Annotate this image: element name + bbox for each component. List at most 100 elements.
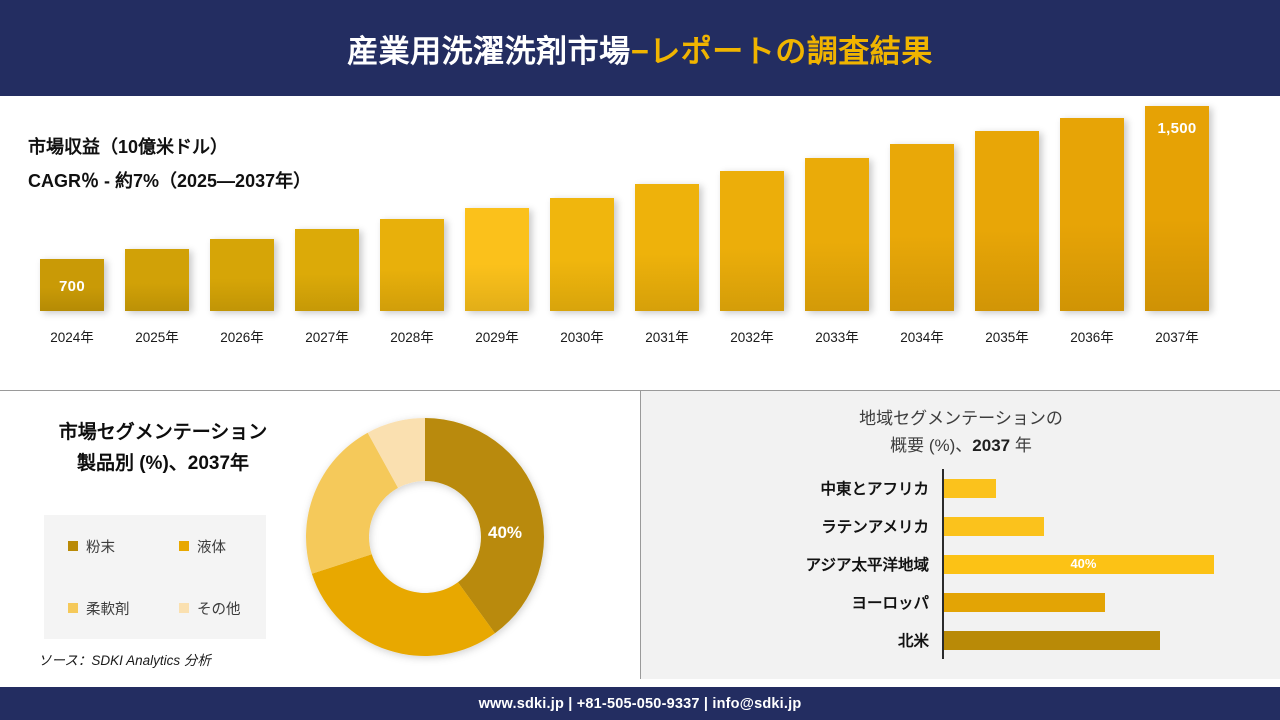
revenue-x-label: 2025年 <box>135 330 179 345</box>
region-row: ラテンアメリカ <box>661 507 1261 545</box>
revenue-x-label: 2029年 <box>475 330 519 345</box>
segmentation-title-line2: 製品別 (%)、2037年 <box>76 453 250 474</box>
revenue-bar-column <box>890 144 954 311</box>
page-title: 産業用洗濯洗剤市場−レポートの調査結果 <box>347 26 933 71</box>
legend-label: 液体 <box>197 539 226 556</box>
donut-slices <box>306 418 545 656</box>
donut-slice[interactable] <box>367 418 425 488</box>
region-row: アジア太平洋地域 40% <box>661 545 1261 583</box>
region-label: ヨーロッパ <box>851 595 929 612</box>
revenue-axis-label: 市場収益（10億米ドル） <box>28 137 229 157</box>
legend-swatch-icon <box>68 541 78 551</box>
revenue-bar <box>125 249 189 311</box>
legend-item[interactable]: その他 <box>155 598 266 619</box>
legend-item[interactable]: 液体 <box>155 536 266 557</box>
donut-slice[interactable] <box>425 418 545 634</box>
legend-label: その他 <box>197 601 241 618</box>
region-panel: 地域セグメンテーションの 概要 (%)、2037 年 中東とアフリカ ラテンアメリ… <box>641 391 1280 679</box>
region-bar-track <box>939 469 1261 507</box>
region-bar-track <box>939 507 1261 545</box>
cagr-label: CAGR％ - 約7%（2025―2037年） <box>28 171 312 191</box>
revenue-x-label: 2030年 <box>560 330 604 345</box>
region-chart: 中東とアフリカ ラテンアメリカアジア太平洋地域 40% ヨーロッパ北米 <box>661 469 1261 659</box>
revenue-bar <box>1060 118 1124 311</box>
donut-chart: 40% <box>300 405 570 669</box>
donut-slice[interactable] <box>311 554 495 656</box>
donut-chart-svg <box>306 418 545 656</box>
revenue-x-label: 2033年 <box>815 330 859 345</box>
revenue-bar-value: 700 <box>59 278 85 295</box>
revenue-x-label: 2032年 <box>730 330 774 345</box>
segmentation-panel: 市場セグメンテーション 製品別 (%)、2037年 粉末 液体柔軟剤 その他 40%… <box>0 391 640 679</box>
horizontal-divider <box>0 390 1280 391</box>
revenue-chart-axis-labels: 市場収益（10億米ドル） CAGR％ - 約7%（2025―2037年） <box>28 130 311 198</box>
region-bar[interactable] <box>942 516 1044 536</box>
region-rows: 中東とアフリカ ラテンアメリカアジア太平洋地域 40% ヨーロッパ北米 <box>661 469 1261 659</box>
revenue-bar-column <box>125 249 189 311</box>
page-title-accent: −レポートの調査結果 <box>630 33 933 69</box>
revenue-bar <box>975 131 1039 311</box>
region-bar[interactable] <box>942 478 997 498</box>
region-label: ラテンアメリカ <box>821 519 929 536</box>
revenue-bar-column: 700 <box>40 259 104 311</box>
footer-contact: www.sdki.jp | +81-505-050-9337 | info@sd… <box>478 695 802 712</box>
revenue-bar <box>210 239 274 311</box>
revenue-x-label: 2036年 <box>1070 330 1114 345</box>
revenue-bar: 1,500 <box>1145 106 1209 311</box>
segmentation-title-line1: 市場セグメンテーション <box>58 422 268 443</box>
region-title-post: 年 <box>1010 436 1032 455</box>
revenue-bar <box>805 158 869 311</box>
segmentation-legend: 粉末 液体柔軟剤 その他 <box>44 515 266 639</box>
revenue-x-axis-labels: 2024年 2025年 2026年 2027年 2028年 2029年 2030年 2031年… <box>40 326 1240 346</box>
revenue-chart-panel: 市場収益（10億米ドル） CAGR％ - 約7%（2025―2037年） 700… <box>0 96 1280 390</box>
revenue-x-label: 2037年 <box>1155 330 1199 345</box>
revenue-bar <box>550 198 614 311</box>
region-bar[interactable] <box>942 630 1160 650</box>
revenue-bar-column <box>1060 118 1124 311</box>
revenue-x-label: 2035年 <box>985 330 1029 345</box>
legend-item[interactable]: 粉末 <box>44 536 155 557</box>
region-bar-value: 40% <box>1070 555 1097 571</box>
page-footer: www.sdki.jp | +81-505-050-9337 | info@sd… <box>0 687 1280 720</box>
region-title-year: 2037 <box>972 436 1011 455</box>
region-label: 北米 <box>897 633 929 650</box>
legend-swatch-icon <box>179 603 189 613</box>
page-header: 産業用洗濯洗剤市場−レポートの調査結果 <box>0 0 1280 96</box>
region-bar[interactable] <box>942 592 1106 612</box>
revenue-bar-column <box>380 219 444 311</box>
revenue-x-label: 2027年 <box>305 330 349 345</box>
region-bar-track <box>939 621 1261 659</box>
donut-slice[interactable] <box>306 432 399 574</box>
revenue-x-label: 2031年 <box>645 330 689 345</box>
region-bar-track: 40% <box>939 545 1261 583</box>
legend-label: 粉末 <box>86 539 115 556</box>
revenue-bar-column <box>210 239 274 311</box>
region-axis-line <box>942 469 944 659</box>
donut-value-label: 40% <box>488 523 523 542</box>
revenue-bar <box>295 229 359 311</box>
region-bar[interactable]: 40% <box>942 554 1214 574</box>
region-title-line1: 地域セグメンテーションの <box>859 409 1063 428</box>
region-label: 中東とアフリカ <box>820 481 929 498</box>
revenue-bar-column <box>720 171 784 311</box>
revenue-bar-column <box>295 229 359 311</box>
region-title-pre: 概要 (%)、 <box>890 436 973 455</box>
region-bar-track <box>939 583 1261 621</box>
revenue-bar-column <box>805 158 869 311</box>
revenue-bar-column <box>975 131 1039 311</box>
revenue-bar <box>635 184 699 311</box>
region-row: 北米 <box>661 621 1261 659</box>
revenue-bar <box>465 208 529 311</box>
revenue-bars-area: 700 1,500 2024年 2025年 2026年 2027年 2028年 2029年 2… <box>40 106 1240 366</box>
legend-item[interactable]: 柔軟剤 <box>44 598 155 619</box>
legend-swatch-icon <box>179 541 189 551</box>
revenue-x-label: 2024年 <box>50 330 94 345</box>
segmentation-title: 市場セグメンテーション 製品別 (%)、2037年 <box>18 417 308 479</box>
revenue-bar <box>380 219 444 311</box>
revenue-x-label: 2034年 <box>900 330 944 345</box>
revenue-bar-column: 1,500 <box>1145 106 1209 311</box>
revenue-x-label: 2026年 <box>220 330 264 345</box>
revenue-x-label: 2028年 <box>390 330 434 345</box>
region-title: 地域セグメンテーションの 概要 (%)、2037 年 <box>701 405 1221 459</box>
